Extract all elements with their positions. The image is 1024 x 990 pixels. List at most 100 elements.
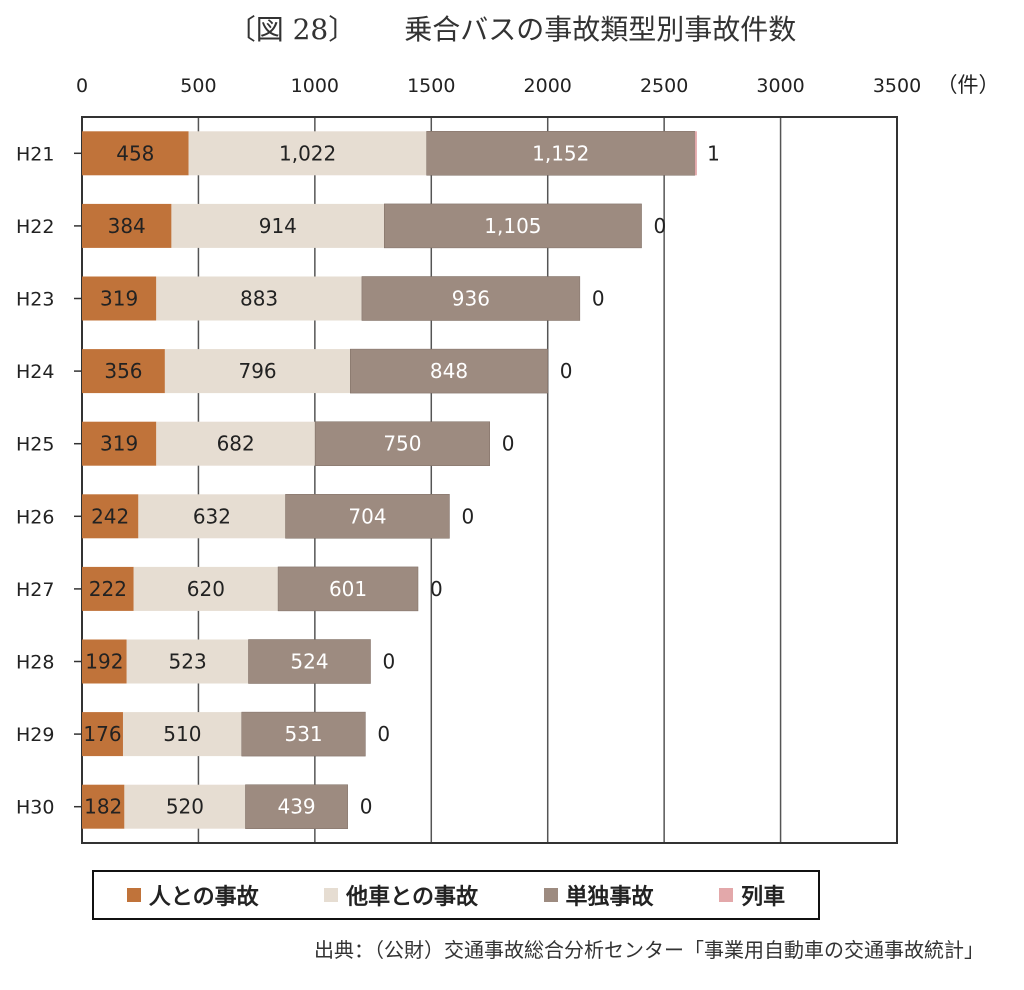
bar-H26-series-2 xyxy=(285,494,450,539)
data-label-H21-series-1: 1,022 xyxy=(279,141,336,165)
y-tick-label-H25: H25 xyxy=(16,434,54,456)
x-tick-label-3500: 3500 xyxy=(873,75,921,97)
x-tick-label-1000: 1000 xyxy=(291,75,339,97)
data-label-H26-series-3: 0 xyxy=(461,504,474,528)
bar-H21-series-1 xyxy=(188,131,427,176)
chart-title-text: 乗合バスの事故類型別事故件数 xyxy=(404,13,797,46)
bar-H26-series-0 xyxy=(82,494,139,539)
data-label-H28-series-0: 192 xyxy=(85,650,123,674)
data-label-H30-series-3: 0 xyxy=(360,795,373,819)
bar-H28-series-0 xyxy=(82,639,127,684)
y-tick-label-H24: H24 xyxy=(16,361,54,383)
bar-H23-series-2 xyxy=(361,276,581,321)
data-label-H27-series-3: 0 xyxy=(430,577,443,601)
bar-H30-series-0 xyxy=(82,784,125,829)
data-label-H24-series-0: 356 xyxy=(104,359,142,383)
bar-H25-series-1 xyxy=(156,421,316,466)
bar-H30-series-1 xyxy=(124,784,246,829)
legend-label-vehicle: 他車との事故 xyxy=(346,885,478,910)
data-label-H23-series-1: 883 xyxy=(240,287,278,311)
bar-H28-series-1 xyxy=(126,639,249,684)
y-tick-label-H26: H26 xyxy=(16,506,54,528)
bar-H27-series-0 xyxy=(82,566,134,611)
data-label-H28-series-2: 524 xyxy=(290,650,328,674)
bar-H22-series-0 xyxy=(82,203,172,248)
x-tick-label-0: 0 xyxy=(76,75,88,97)
data-label-H26-series-0: 242 xyxy=(91,504,129,528)
data-label-H28-series-3: 0 xyxy=(383,650,396,674)
data-label-H30-series-2: 439 xyxy=(277,795,315,819)
bar-H25-series-0 xyxy=(82,421,157,466)
legend-label-single: 単独事故 xyxy=(565,885,654,910)
data-label-H22-series-3: 0 xyxy=(654,214,667,238)
bar-H27-series-2 xyxy=(277,566,419,612)
data-label-H27-series-0: 222 xyxy=(89,577,127,601)
data-label-H22-series-0: 384 xyxy=(108,214,146,238)
bar-H26-series-1 xyxy=(138,494,286,539)
legend-label-train: 列車 xyxy=(741,885,786,910)
data-label-H29-series-2: 531 xyxy=(284,722,322,746)
bar-H21-series-2 xyxy=(426,131,696,176)
bar-H24-series-1 xyxy=(164,349,351,394)
y-tick-label-H21: H21 xyxy=(16,143,54,165)
bar-H27-series-1 xyxy=(133,566,279,611)
legend-swatch-train xyxy=(719,888,734,902)
legend: 人との事故 他車との事故 単独事故 列車 xyxy=(92,870,820,920)
data-label-H25-series-0: 319 xyxy=(100,432,138,456)
legend-item-train: 列車 xyxy=(719,879,785,911)
legend-item-vehicle: 他車との事故 xyxy=(324,879,478,911)
x-tick-label-3000: 3000 xyxy=(756,75,804,97)
bar-H24-series-0 xyxy=(82,349,165,394)
source-note: 出典：（公財）交通事故総合分析センター「事業用自動車の交通事故統計」 xyxy=(314,938,984,962)
data-label-H25-series-1: 682 xyxy=(217,432,255,456)
bar-H22-series-1 xyxy=(171,203,385,248)
data-label-H25-series-2: 750 xyxy=(383,432,421,456)
data-label-H23-series-2: 936 xyxy=(452,287,490,311)
bar-chart: 0 500 1000 1500 2000 2500 3000 3500 （件）H21 458 1,0… xyxy=(16,73,1000,844)
data-label-H30-series-1: 520 xyxy=(166,795,204,819)
x-axis-unit: （件） xyxy=(937,73,1000,97)
legend-swatch-vehicle xyxy=(324,888,339,902)
y-tick-label-H22: H22 xyxy=(16,216,54,238)
x-tick-label-1500: 1500 xyxy=(407,75,455,97)
legend-item-person: 人との事故 xyxy=(126,879,259,911)
y-tick-label-H29: H29 xyxy=(16,724,54,746)
chart-title: 〔図 28〕 乗合バスの事故類型別事故件数 xyxy=(0,8,1024,48)
data-label-H27-series-1: 620 xyxy=(187,577,225,601)
bar-H29-series-0 xyxy=(82,712,123,757)
data-label-H24-series-1: 796 xyxy=(238,359,276,383)
y-tick-label-H28: H28 xyxy=(16,652,54,674)
bar-H29-series-2 xyxy=(241,711,366,757)
bar-H24-series-2 xyxy=(350,348,548,394)
bar-H23-series-1 xyxy=(156,276,362,321)
plot-area xyxy=(81,116,898,844)
x-tick-label-2000: 2000 xyxy=(524,75,572,97)
data-label-H29-series-0: 176 xyxy=(83,722,121,746)
legend-swatch-single xyxy=(543,888,558,902)
bar-H28-series-2 xyxy=(248,639,371,684)
bar-H30-series-2 xyxy=(245,784,348,829)
y-tick-label-H30: H30 xyxy=(16,797,54,819)
data-label-H25-series-3: 0 xyxy=(502,432,515,456)
data-label-H28-series-1: 523 xyxy=(169,650,207,674)
data-label-H29-series-3: 0 xyxy=(377,722,390,746)
data-label-H27-series-2: 601 xyxy=(329,577,367,601)
y-tick-label-H23: H23 xyxy=(16,289,54,311)
data-label-H22-series-2: 1,105 xyxy=(484,214,541,238)
bar-H21-series-0 xyxy=(82,131,189,176)
figure-label: 〔図 28〕 xyxy=(227,13,357,46)
y-tick-label-H27: H27 xyxy=(16,579,54,601)
bar-H25-series-2 xyxy=(314,421,490,466)
data-label-H26-series-1: 632 xyxy=(193,504,231,528)
data-label-H23-series-0: 319 xyxy=(100,287,138,311)
data-label-H21-series-0: 458 xyxy=(116,141,154,165)
data-label-H21-series-2: 1,152 xyxy=(532,141,589,165)
data-label-H30-series-0: 182 xyxy=(84,795,122,819)
data-label-H26-series-2: 704 xyxy=(348,504,386,528)
legend-item-single: 単独事故 xyxy=(543,879,654,911)
data-label-H29-series-1: 510 xyxy=(163,722,201,746)
x-tick-label-2500: 2500 xyxy=(640,75,688,97)
bar-H23-series-0 xyxy=(82,276,157,321)
data-label-H21-series-3: 1 xyxy=(707,141,720,165)
data-label-H23-series-3: 0 xyxy=(592,287,605,311)
